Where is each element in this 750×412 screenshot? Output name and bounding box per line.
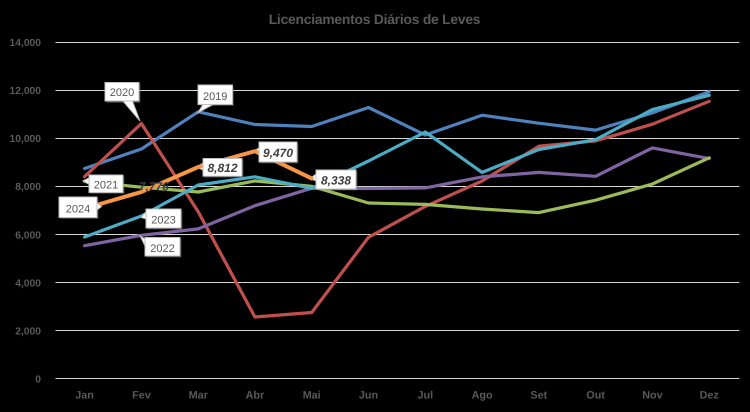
svg-text:Out: Out bbox=[586, 390, 605, 402]
svg-text:8,338: 8,338 bbox=[321, 174, 351, 188]
svg-text:2021: 2021 bbox=[94, 180, 118, 192]
svg-text:6,000: 6,000 bbox=[15, 230, 41, 241]
svg-text:8,000: 8,000 bbox=[15, 182, 41, 193]
svg-text:Mai: Mai bbox=[303, 390, 321, 402]
svg-text:0: 0 bbox=[35, 375, 41, 386]
svg-text:2019: 2019 bbox=[203, 91, 227, 103]
svg-text:10,000: 10,000 bbox=[10, 134, 42, 145]
svg-text:9,470: 9,470 bbox=[263, 146, 293, 160]
svg-text:Jan: Jan bbox=[75, 390, 94, 402]
svg-text:Abr: Abr bbox=[246, 390, 265, 402]
svg-text:Set: Set bbox=[530, 390, 547, 402]
svg-text:Licenciamentos Diários de Leve: Licenciamentos Diários de Leves bbox=[269, 12, 481, 27]
svg-text:8,812: 8,812 bbox=[207, 161, 237, 175]
svg-text:2022: 2022 bbox=[150, 243, 174, 255]
svg-text:Jun: Jun bbox=[359, 390, 378, 402]
svg-text:Ago: Ago bbox=[472, 390, 493, 402]
svg-text:Fev: Fev bbox=[132, 390, 151, 402]
svg-text:14,000: 14,000 bbox=[10, 38, 42, 49]
svg-text:Jul: Jul bbox=[417, 390, 433, 402]
svg-text:2023: 2023 bbox=[151, 215, 175, 227]
svg-text:Nov: Nov bbox=[642, 390, 662, 402]
svg-text:2020: 2020 bbox=[110, 87, 134, 99]
svg-text:12,000: 12,000 bbox=[10, 86, 42, 97]
svg-text:Dez: Dez bbox=[700, 390, 720, 402]
svg-text:4,000: 4,000 bbox=[15, 278, 41, 289]
svg-text:7,776: 7,776 bbox=[139, 180, 169, 194]
svg-text:2,000: 2,000 bbox=[15, 326, 41, 337]
svg-text:Mar: Mar bbox=[189, 390, 209, 402]
svg-text:2024: 2024 bbox=[66, 204, 90, 216]
